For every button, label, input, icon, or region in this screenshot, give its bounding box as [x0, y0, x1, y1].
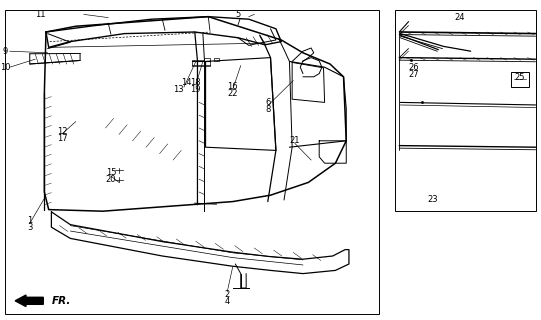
Text: 16: 16	[227, 82, 238, 91]
Text: 27: 27	[408, 70, 419, 79]
Text: 23: 23	[427, 196, 438, 204]
Text: 11: 11	[35, 10, 46, 19]
Text: 21: 21	[289, 136, 300, 145]
Text: 15: 15	[105, 168, 116, 177]
Bar	[511, 72, 529, 87]
Text: 7: 7	[235, 18, 241, 27]
Text: 18: 18	[190, 78, 201, 87]
Text: 26: 26	[408, 63, 419, 72]
FancyArrow shape	[15, 295, 43, 307]
Text: FR.: FR.	[51, 296, 71, 306]
Text: 4: 4	[225, 297, 230, 306]
Bar	[214, 58, 219, 61]
Text: 1: 1	[27, 216, 32, 225]
Text: 8: 8	[265, 105, 270, 114]
Bar	[5, 10, 379, 314]
Text: 10: 10	[0, 63, 11, 72]
Text: 3: 3	[27, 223, 32, 232]
Text: 2: 2	[225, 290, 230, 299]
Text: 24: 24	[454, 13, 465, 22]
Text: 9: 9	[3, 47, 8, 56]
Bar	[204, 58, 210, 61]
Text: 14: 14	[181, 78, 192, 87]
Text: 22: 22	[227, 89, 238, 98]
Text: 13: 13	[173, 85, 184, 94]
Bar	[192, 60, 210, 66]
Text: 5: 5	[235, 10, 241, 19]
Text: 6: 6	[265, 98, 270, 107]
Text: 12: 12	[57, 127, 68, 136]
Text: 17: 17	[57, 134, 68, 143]
Text: 20: 20	[105, 175, 116, 184]
Bar	[395, 10, 536, 211]
Text: 25: 25	[514, 73, 525, 82]
Text: 19: 19	[190, 85, 201, 94]
